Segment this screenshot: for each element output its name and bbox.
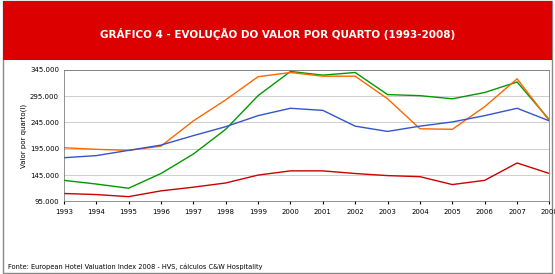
Text: Fonte: European Hotel Valuation Index 2008 - HVS, cálculos C&W Hospitality: Fonte: European Hotel Valuation Index 20… (8, 263, 263, 270)
Y-axis label: Valor por quarto(I): Valor por quarto(I) (21, 104, 27, 168)
Text: GRÁFICO 4 - EVOLUÇÃO DO VALOR POR QUARTO (1993-2008): GRÁFICO 4 - EVOLUÇÃO DO VALOR POR QUARTO… (100, 28, 455, 40)
